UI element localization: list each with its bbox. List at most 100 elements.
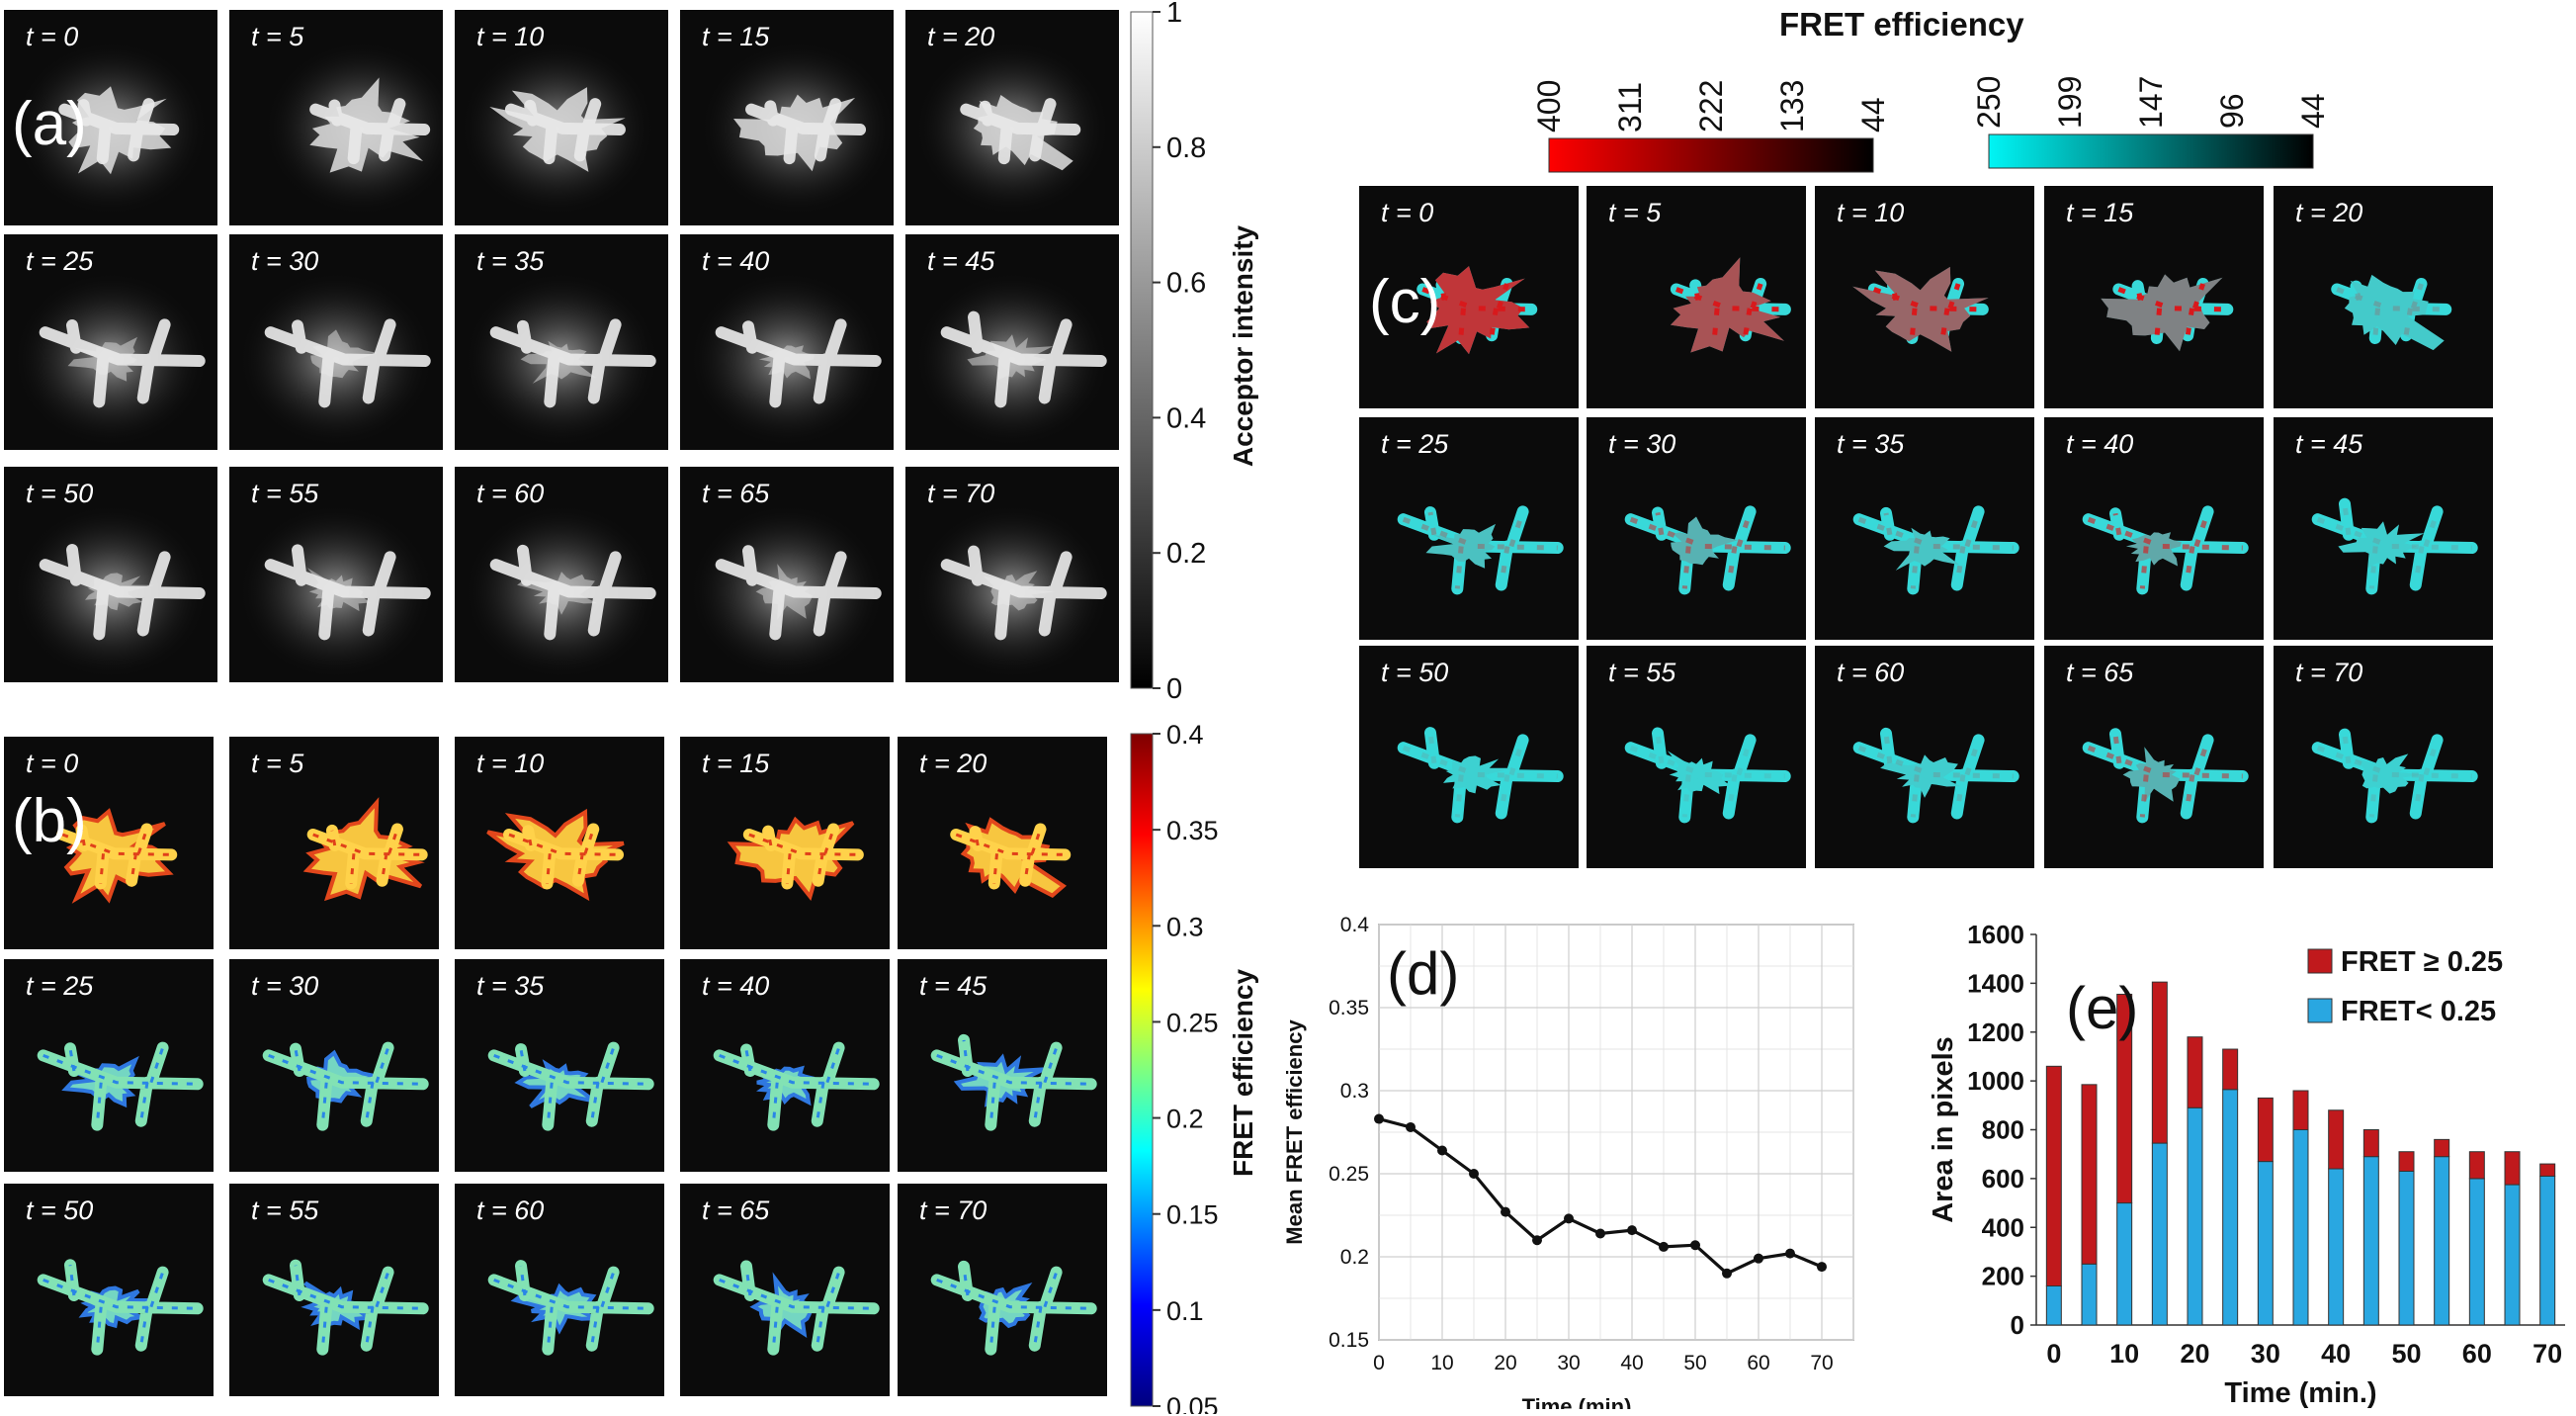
x-tick-label: 30 xyxy=(1557,1352,1580,1374)
cell-image xyxy=(2082,728,2249,824)
frame-tile: t = 25 xyxy=(1359,417,1579,640)
frame-tile: t = 50 xyxy=(4,467,217,682)
bar-low-fret xyxy=(2292,1129,2309,1326)
fret-colorbar-gradient xyxy=(1130,733,1154,1407)
y-tick-label: 1000 xyxy=(1967,1066,2024,1096)
data-point xyxy=(1437,1145,1447,1156)
frame-tile: t = 30 xyxy=(1587,417,1806,640)
cell-image xyxy=(1852,266,1989,352)
x-tick-label: 70 xyxy=(2533,1339,2562,1369)
frame-time-label: t = 30 xyxy=(1608,429,1676,459)
cell-image xyxy=(1624,727,1791,824)
frame-time-label: t = 0 xyxy=(1381,198,1434,227)
cell-image xyxy=(37,1041,204,1131)
frame-time-label: t = 15 xyxy=(702,22,770,51)
frame-time-label: t = 70 xyxy=(927,479,995,508)
frame-time-label: t = 65 xyxy=(702,479,770,508)
frame-tile: t = 35 xyxy=(455,234,668,450)
data-point xyxy=(1627,1225,1637,1236)
frame-time-label: t = 35 xyxy=(476,246,545,276)
frame-tile: t = 5 xyxy=(229,10,443,225)
frame-time-label: t = 55 xyxy=(251,479,319,508)
cell-image xyxy=(727,816,864,901)
frame-tile: t = 70 xyxy=(898,1184,1107,1396)
frame-tile: t = 0 xyxy=(1359,186,1579,408)
x-tick-label: 20 xyxy=(2180,1339,2209,1369)
panel-d-label: (d) xyxy=(1387,940,1459,1007)
frame-tile: t = 60 xyxy=(455,1184,664,1396)
cell-image xyxy=(465,273,658,446)
frame-time-label: t = 65 xyxy=(702,1195,770,1225)
y-tick-label: 1400 xyxy=(1967,968,2024,998)
frame-tile: t = 45 xyxy=(2274,417,2493,640)
cell-image xyxy=(262,1259,429,1356)
scale-tick-label: 250 xyxy=(1971,76,2007,129)
frame-tile: t = 35 xyxy=(1815,417,2034,640)
frame-time-label: t = 70 xyxy=(919,1195,987,1225)
panel-c-title: FRET efficiency xyxy=(1779,6,2024,43)
colorbar-tick-label: 0.05 xyxy=(1166,1392,1219,1414)
panel-b: t = 0 t = 5 t = 10 t = 15 t = 20 t = 25 t = 30… xyxy=(0,0,1186,1416)
frame-time-label: t = 15 xyxy=(702,749,770,778)
scale-tick-label: 147 xyxy=(2133,76,2169,129)
x-axis-label: Time (min) xyxy=(1522,1394,1632,1409)
cell-image xyxy=(37,1259,204,1356)
colorbar-tick-label: 0.15 xyxy=(1166,1200,1219,1230)
frame-tile: t = 45 xyxy=(898,959,1107,1172)
frame-time-label: t = 50 xyxy=(26,479,94,508)
colorbar-tick-label: 0.4 xyxy=(1166,402,1206,434)
cell-image xyxy=(486,808,625,902)
colorbar-tick-label: 0.4 xyxy=(1166,722,1204,750)
frame-tile: t = 20 xyxy=(2274,186,2493,408)
frame-time-label: t = 5 xyxy=(251,749,304,778)
scale-tick-label: 133 xyxy=(1774,80,1810,133)
bar-high-fret xyxy=(2187,1036,2203,1108)
frame-time-label: t = 45 xyxy=(2295,429,2363,459)
data-point xyxy=(1406,1121,1416,1132)
frame-tile: t = 50 xyxy=(4,1184,214,1396)
frame-tile: t = 20 xyxy=(898,737,1107,949)
y-tick-label: 800 xyxy=(1982,1115,2024,1145)
data-point xyxy=(1754,1253,1763,1264)
scale-tick-label: 44 xyxy=(2295,93,2331,129)
data-point xyxy=(1659,1241,1669,1252)
cell-image xyxy=(1417,266,1538,355)
frame-time-label: t = 40 xyxy=(2066,429,2134,459)
data-point xyxy=(1469,1169,1479,1179)
frame-time-label: t = 10 xyxy=(476,22,545,51)
cell-image xyxy=(239,505,433,678)
x-tick-label: 60 xyxy=(1747,1352,1769,1374)
bar-low-fret xyxy=(2222,1089,2239,1326)
frame-time-label: t = 60 xyxy=(476,1195,545,1225)
frame-tile: t = 20 xyxy=(905,10,1119,225)
frame-tile: t = 60 xyxy=(1815,646,2034,868)
y-tick-label: 0.3 xyxy=(1340,1080,1369,1103)
x-tick-label: 50 xyxy=(1683,1352,1706,1374)
cell-image xyxy=(915,505,1109,678)
cell-image xyxy=(713,1041,880,1131)
cell-image xyxy=(461,42,653,216)
frame-time-label: t = 40 xyxy=(702,971,770,1001)
y-tick-label: 0.25 xyxy=(1329,1163,1369,1186)
panel-c-scales: 400 311 222 133 44 250 199 147 96 44 xyxy=(1531,76,2331,173)
bar-high-fret xyxy=(2257,1097,2274,1163)
legend-swatch xyxy=(2307,998,2333,1023)
chart-d: 0 10 20 30 40 50 60 70 0.15 0.2 0.25 0.3 0.35 0.4 Time… xyxy=(1282,914,1854,1409)
cell-image xyxy=(1397,727,1564,824)
cell-image xyxy=(1397,505,1564,595)
cell-image xyxy=(690,505,884,678)
bar-low-fret xyxy=(2187,1106,2203,1326)
frame-time-label: t = 65 xyxy=(2066,658,2134,687)
frame-tile: t = 40 xyxy=(680,959,890,1172)
bar-low-fret xyxy=(2504,1184,2521,1326)
frame-tile: t = 70 xyxy=(2274,646,2493,868)
panel-b-label: (b) xyxy=(12,787,87,855)
red-scale-bar xyxy=(1548,137,1874,173)
scale-tick-label: 311 xyxy=(1612,82,1648,133)
frame-time-label: t = 0 xyxy=(26,22,79,51)
frame-time-label: t = 5 xyxy=(1608,198,1662,227)
cell-image xyxy=(465,505,658,678)
frame-time-label: t = 55 xyxy=(251,1195,319,1225)
frame-tile: t = 25 xyxy=(4,234,217,450)
cell-image xyxy=(2311,728,2478,824)
